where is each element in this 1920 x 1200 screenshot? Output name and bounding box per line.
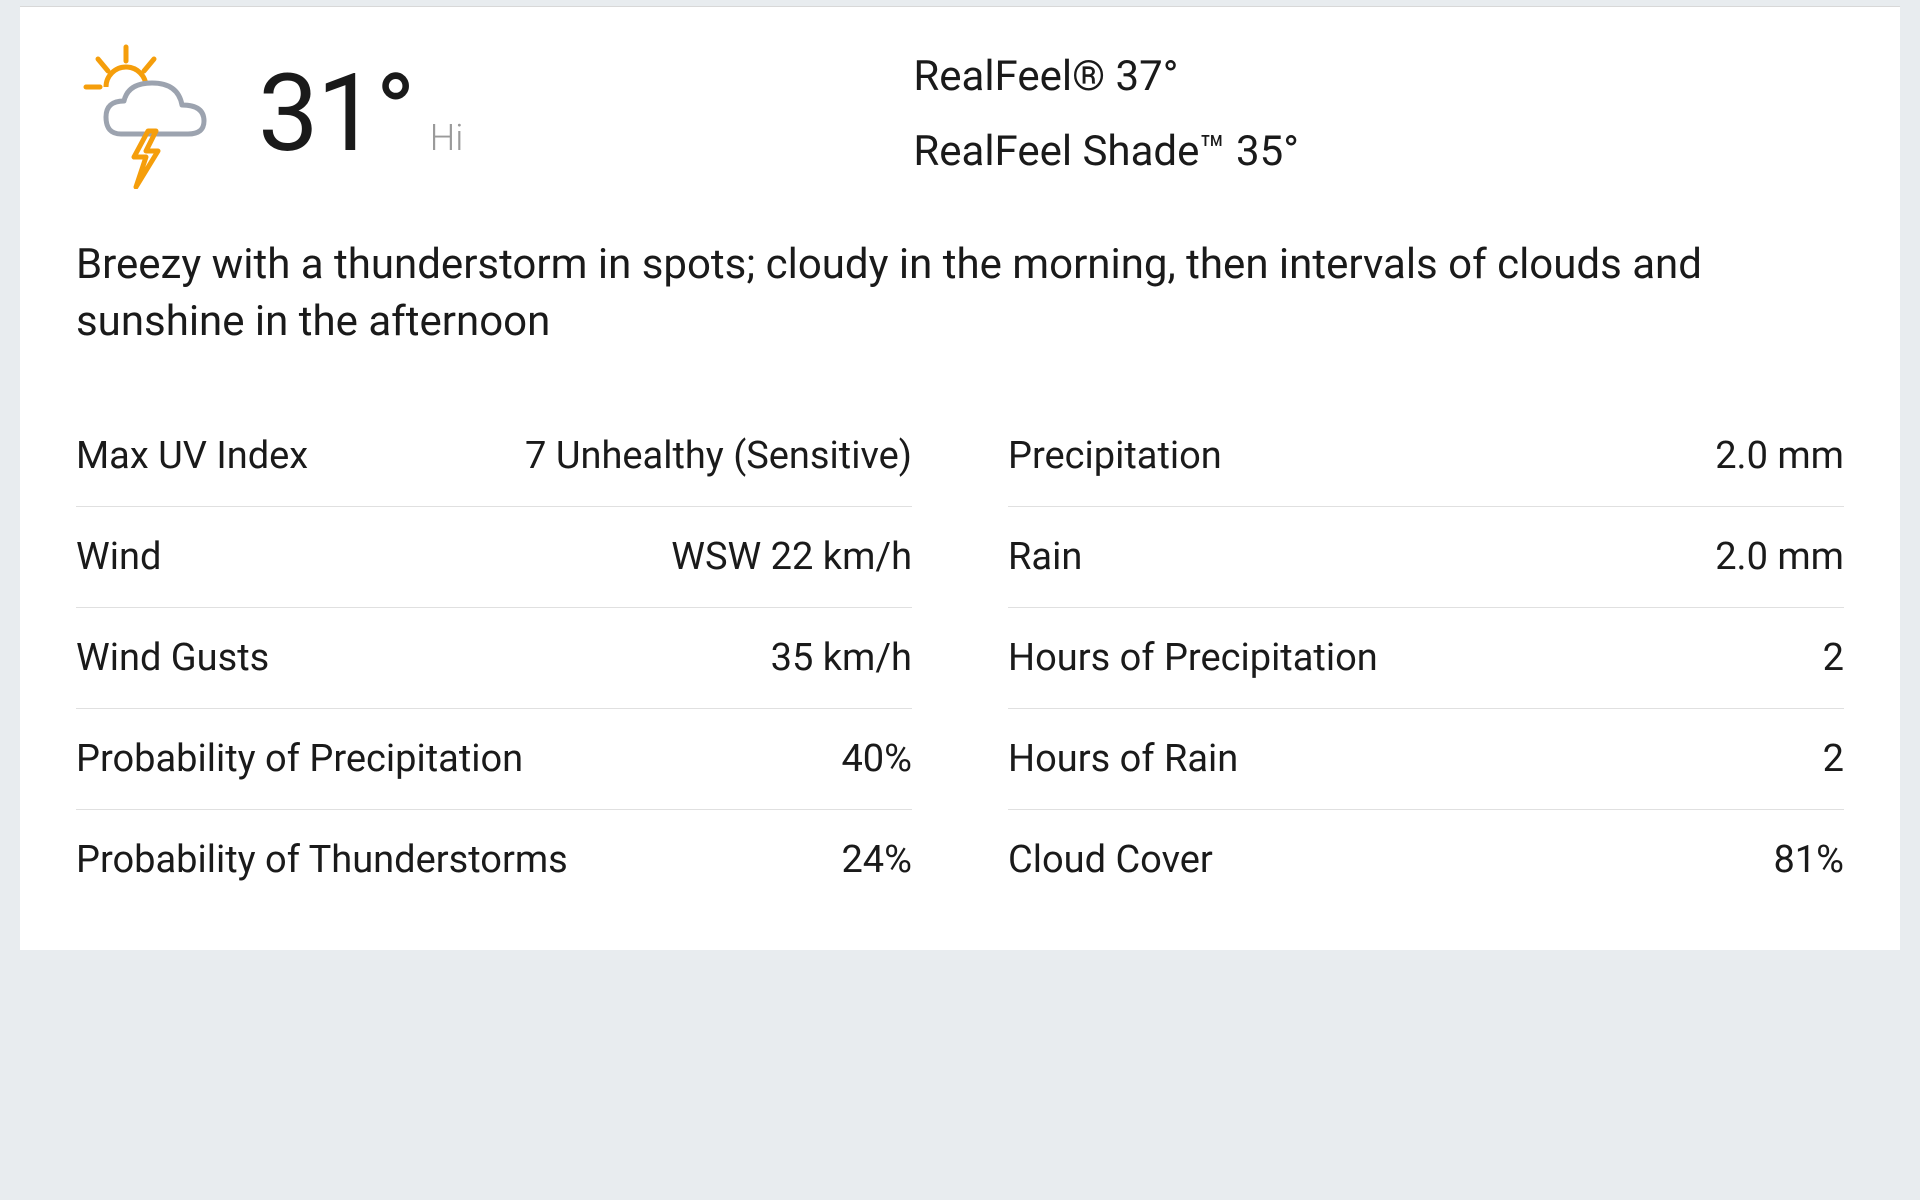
detail-row: Hours of Precipitation 2 <box>1008 608 1844 709</box>
detail-value: 35 km/h <box>771 636 912 680</box>
detail-value: WSW 22 km/h <box>671 535 912 579</box>
detail-label: Wind Gusts <box>76 636 269 680</box>
realfeel-value: RealFeel® 37° <box>913 52 1299 101</box>
detail-row: Cloud Cover 81% <box>1008 810 1844 910</box>
detail-label: Max UV Index <box>76 434 308 478</box>
detail-value: 40% <box>841 737 912 781</box>
details-left-column: Max UV Index 7 Unhealthy (Sensitive) Win… <box>76 406 912 910</box>
detail-value: 2.0 mm <box>1715 535 1844 579</box>
detail-label: Rain <box>1008 535 1082 579</box>
detail-label: Precipitation <box>1008 434 1222 478</box>
detail-row: Precipitation 2.0 mm <box>1008 406 1844 507</box>
weather-description: Breezy with a thunderstorm in spots; clo… <box>76 237 1776 350</box>
detail-row: Hours of Rain 2 <box>1008 709 1844 810</box>
detail-row: Wind WSW 22 km/h <box>76 507 912 608</box>
weather-card: 31° Hi RealFeel® 37° RealFeel Shade™ 35°… <box>20 6 1900 950</box>
detail-label: Probability of Thunderstorms <box>76 838 568 882</box>
icon-temp-group: 31° Hi <box>76 39 463 189</box>
detail-label: Hours of Precipitation <box>1008 636 1378 680</box>
detail-value: 7 Unhealthy (Sensitive) <box>525 434 912 478</box>
temperature-value: 31° <box>258 60 414 168</box>
details-right-column: Precipitation 2.0 mm Rain 2.0 mm Hours o… <box>1008 406 1844 910</box>
detail-label: Probability of Precipitation <box>76 737 523 781</box>
thunderstorm-icon <box>76 39 226 189</box>
details-grid: Max UV Index 7 Unhealthy (Sensitive) Win… <box>76 406 1844 910</box>
top-section: 31° Hi RealFeel® 37° RealFeel Shade™ 35° <box>76 39 1844 189</box>
temp-group: 31° Hi <box>258 60 463 168</box>
detail-value: 2 <box>1823 636 1844 680</box>
detail-value: 2 <box>1823 737 1844 781</box>
detail-row: Rain 2.0 mm <box>1008 507 1844 608</box>
detail-label: Cloud Cover <box>1008 838 1213 882</box>
detail-label: Wind <box>76 535 161 579</box>
realfeel-shade-value: RealFeel Shade™ 35° <box>913 127 1299 176</box>
detail-value: 81% <box>1773 838 1844 882</box>
realfeel-group: RealFeel® 37° RealFeel Shade™ 35° <box>913 52 1299 176</box>
detail-label: Hours of Rain <box>1008 737 1238 781</box>
detail-value: 2.0 mm <box>1715 434 1844 478</box>
detail-row: Wind Gusts 35 km/h <box>76 608 912 709</box>
detail-value: 24% <box>841 838 912 882</box>
detail-row: Probability of Precipitation 40% <box>76 709 912 810</box>
hi-label: Hi <box>430 117 464 159</box>
detail-row: Max UV Index 7 Unhealthy (Sensitive) <box>76 406 912 507</box>
detail-row: Probability of Thunderstorms 24% <box>76 810 912 910</box>
